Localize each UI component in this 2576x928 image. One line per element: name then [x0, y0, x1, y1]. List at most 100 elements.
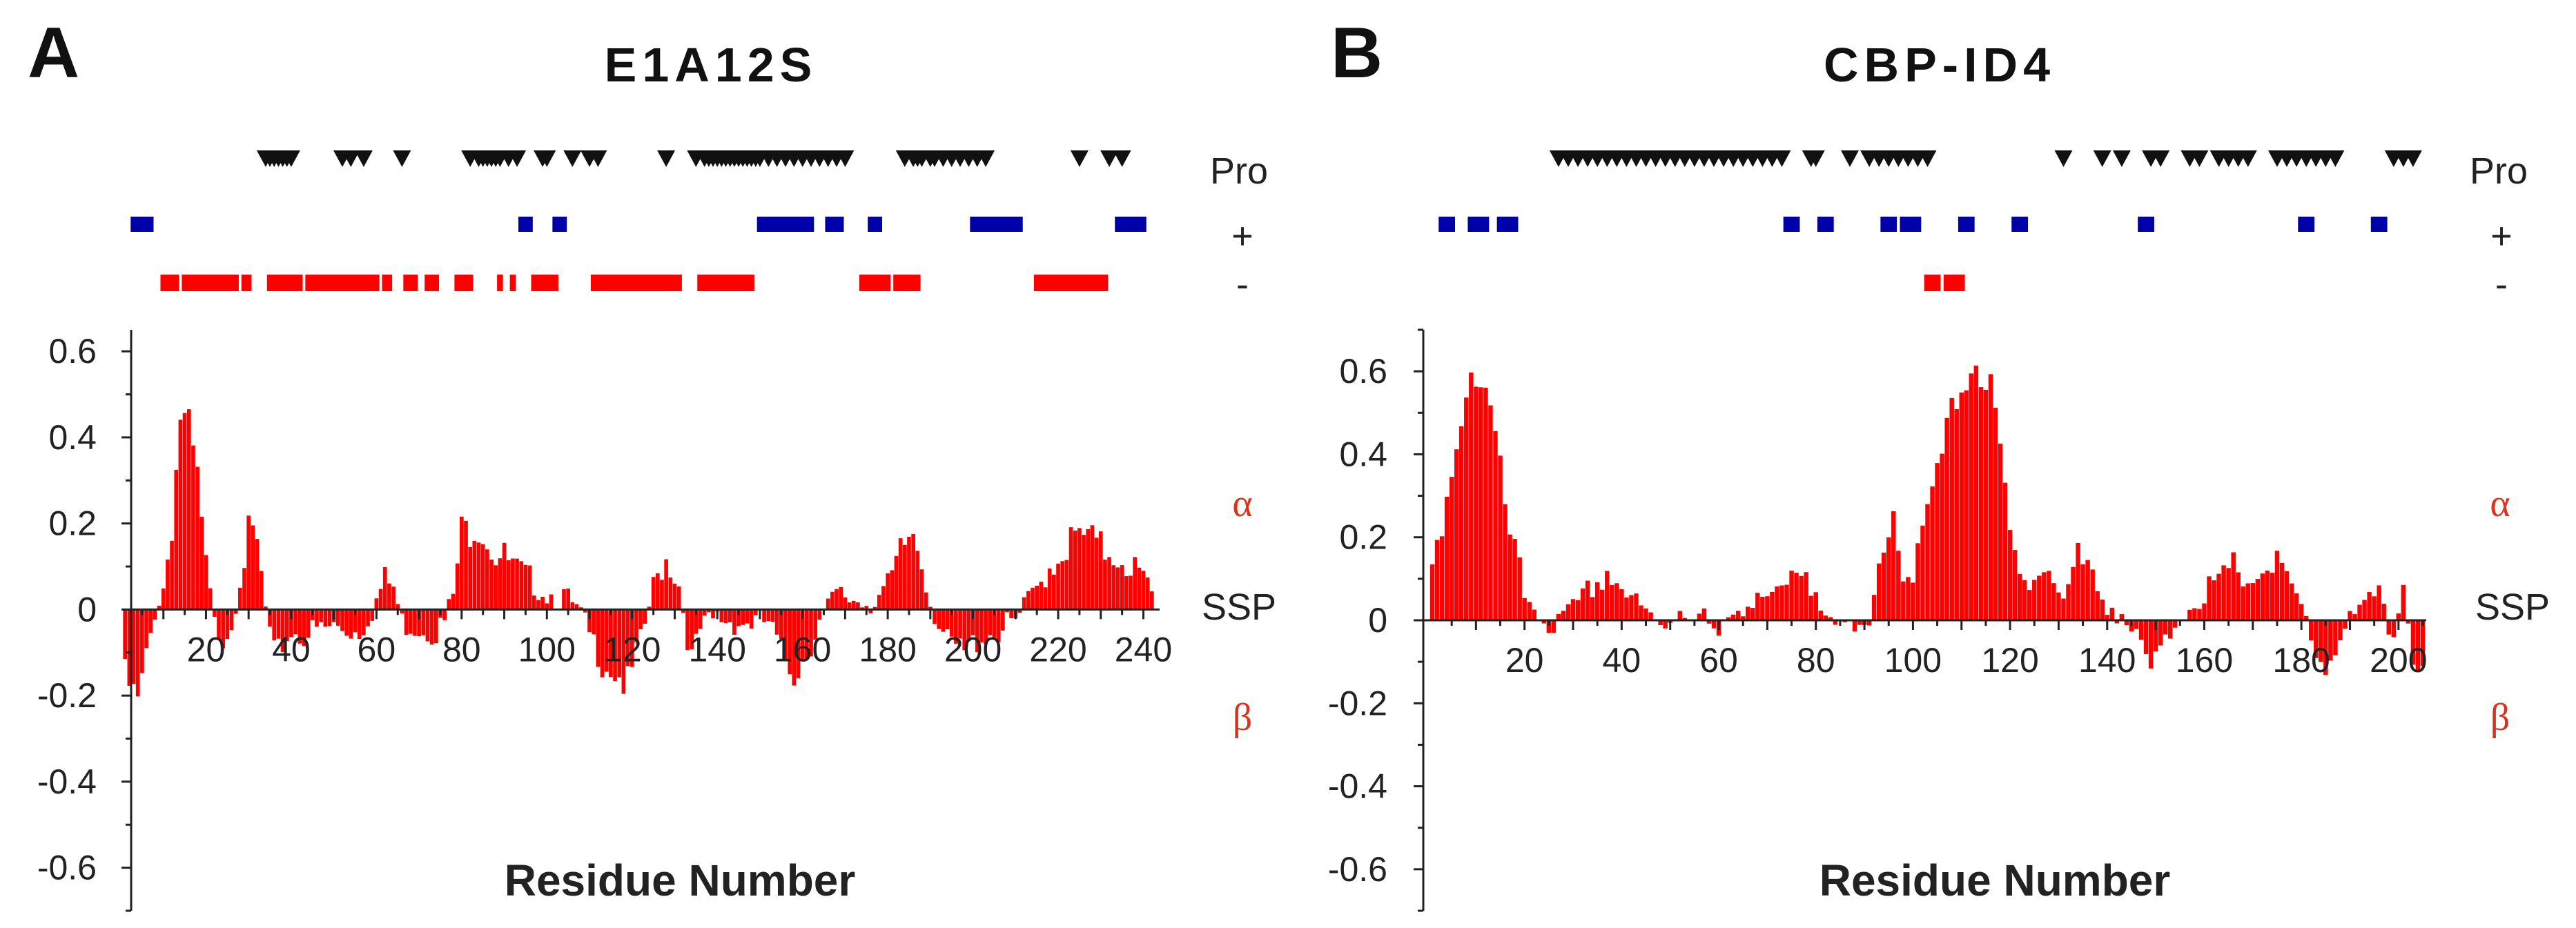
panel-b-ssp-bar — [1459, 426, 1464, 620]
panel-a-ssp-bar — [545, 603, 549, 610]
panel-a-positive-marker — [876, 217, 883, 232]
panel-a-y-tick-label: 0.4 — [48, 418, 97, 457]
panel-b-ssp-bar — [1779, 585, 1784, 620]
panel-b-positive-marker — [2303, 217, 2310, 232]
panel-b-positive-marker — [2370, 217, 2378, 232]
panel-a-ssp-bar — [349, 609, 353, 639]
panel-b-positive-marker — [1443, 217, 1450, 232]
panel-a-ssp-bar — [570, 602, 575, 610]
panel-a-positive-marker — [978, 217, 985, 232]
panel-a-ssp-bar — [996, 609, 1001, 642]
panel-a-negative-marker — [633, 275, 640, 291]
panel-a-ssp-bar — [289, 609, 293, 638]
panel-a-proline-marker — [1113, 150, 1131, 167]
panel-a-ssp-bar — [741, 609, 745, 625]
panel-a-ssp-bar — [933, 609, 937, 624]
panel-a-ssp-bar — [1052, 574, 1056, 610]
panel-b-positive-marker — [1501, 217, 1509, 232]
panel-a-ssp-bar — [835, 589, 839, 610]
panel-a-negative-marker — [458, 275, 465, 291]
panel-b-positive-marker — [1880, 217, 1888, 232]
panel-b-ssp-bar — [2386, 620, 2391, 635]
panel-a-ssp-bar — [1137, 567, 1142, 610]
panel-a-ssp-bar — [1017, 609, 1022, 613]
panel-b-positive-marker — [2016, 217, 2024, 232]
panel-b-proline-marker — [1918, 150, 1937, 167]
panel-a-positive-marker — [147, 217, 154, 232]
panel-b-ssp-bar — [1978, 387, 1984, 620]
panel-a-negative-marker — [1072, 275, 1078, 291]
panel-a-positive-marker — [803, 217, 810, 232]
panel-a-ssp-bar — [251, 525, 255, 610]
panel-b-ssp-bar — [2158, 620, 2163, 646]
panel-a-ssp-bar — [664, 559, 668, 610]
panel-a-negative-marker — [339, 275, 346, 291]
panel-b-negative-marker — [1933, 275, 1941, 291]
panel-b-ssp-bar — [2173, 620, 2178, 628]
panel-a-ssp-bar — [217, 609, 221, 640]
panel-b-ssp-bar — [1911, 582, 1915, 620]
panel-a-ssp-bar — [1086, 529, 1091, 610]
panel-a-ssp-bar — [881, 586, 886, 610]
panel-a-negative-marker — [509, 275, 516, 291]
panel-b-ssp-bar — [2153, 620, 2158, 652]
panel-a-ssp-bar — [685, 609, 690, 651]
panel-b-y-tick-label: 0.2 — [1339, 518, 1387, 557]
panel-b-ssp-bar — [2192, 608, 2197, 620]
panel-a-negative-marker — [369, 275, 375, 291]
panel-b-ssp-bar — [2148, 620, 2154, 669]
panel-b-ssp-bar — [2352, 614, 2357, 620]
panel-b-ssp-bar — [1886, 537, 1891, 620]
panel-b-ssp-bar — [1755, 593, 1760, 620]
panel-a-ssp-bar — [182, 413, 187, 610]
panel-a-ssp-bar — [335, 609, 340, 626]
panel-a-ssp-bar — [860, 607, 864, 610]
panel-a-negative-marker — [1059, 275, 1066, 291]
panel-a-positive-marker — [770, 217, 776, 232]
panel-a-ssp-bar — [774, 609, 779, 635]
panel-b-ssp-bar — [1493, 431, 1498, 620]
panel-a-ssp-bar — [387, 583, 391, 610]
panel-b-ssp-bar — [1599, 589, 1605, 620]
panel-a-ssp-bar — [362, 609, 366, 635]
panel-a-ssp-bar — [378, 589, 383, 610]
panel-b-positive-marker — [2138, 217, 2145, 232]
panel-b-ssp-bar — [1541, 620, 1547, 624]
panel-a-ssp-bar — [707, 609, 711, 613]
panel-b-positive-marker — [1448, 217, 1456, 232]
panel-a-negative-marker — [612, 275, 618, 291]
panel-a-ssp-bar — [468, 546, 473, 610]
panel-b-ssp-bar — [2308, 620, 2314, 641]
panel-b-ssp-bar — [1629, 595, 1634, 620]
panel-a-negative-marker — [173, 275, 179, 291]
panel-a-negative-marker — [429, 275, 435, 291]
panel-a-ssp-bar — [186, 409, 191, 610]
panel-a-ssp-bar — [306, 609, 311, 638]
panel-a-negative-marker — [297, 275, 303, 291]
panel-a-negative-marker — [224, 275, 231, 291]
panel-letter-b: B — [1331, 13, 1383, 93]
panel-b-x-tick-label: 80 — [1797, 641, 1835, 680]
panel-a-negative-marker — [603, 275, 609, 291]
panel-a-ssp-bar — [975, 609, 979, 653]
panel-a-positive-marker — [1004, 217, 1011, 232]
panel-a-negative-track — [160, 275, 1109, 291]
panel-a-ssp-bar — [353, 609, 358, 633]
panel-a-ssp-bar — [408, 609, 413, 634]
panel-a-ssp-bar — [199, 516, 204, 610]
panel-b-ssp-bar — [2323, 620, 2328, 675]
panel-a-x-tick-label: 180 — [859, 630, 916, 669]
panel-a-positive-marker — [825, 217, 831, 232]
panel-b-ssp-bar — [2080, 564, 2085, 620]
panel-a-ssp-bar — [480, 544, 485, 610]
panel-a-negative-marker — [322, 275, 329, 291]
panel-a-ssp-bar — [1064, 560, 1069, 610]
panel-a-positive-marker — [765, 217, 772, 232]
panel-a-proline-marker — [354, 150, 373, 167]
panel-a-positive-marker — [1140, 217, 1146, 232]
panel-b-ssp-bars — [1430, 365, 2426, 675]
panel-b-ssp-bar — [1730, 614, 1736, 620]
panel-a-negative-marker — [1064, 275, 1070, 291]
panel-b-ssp-bar — [2051, 583, 2056, 620]
panel-b-ssp-bar — [1765, 596, 1770, 620]
